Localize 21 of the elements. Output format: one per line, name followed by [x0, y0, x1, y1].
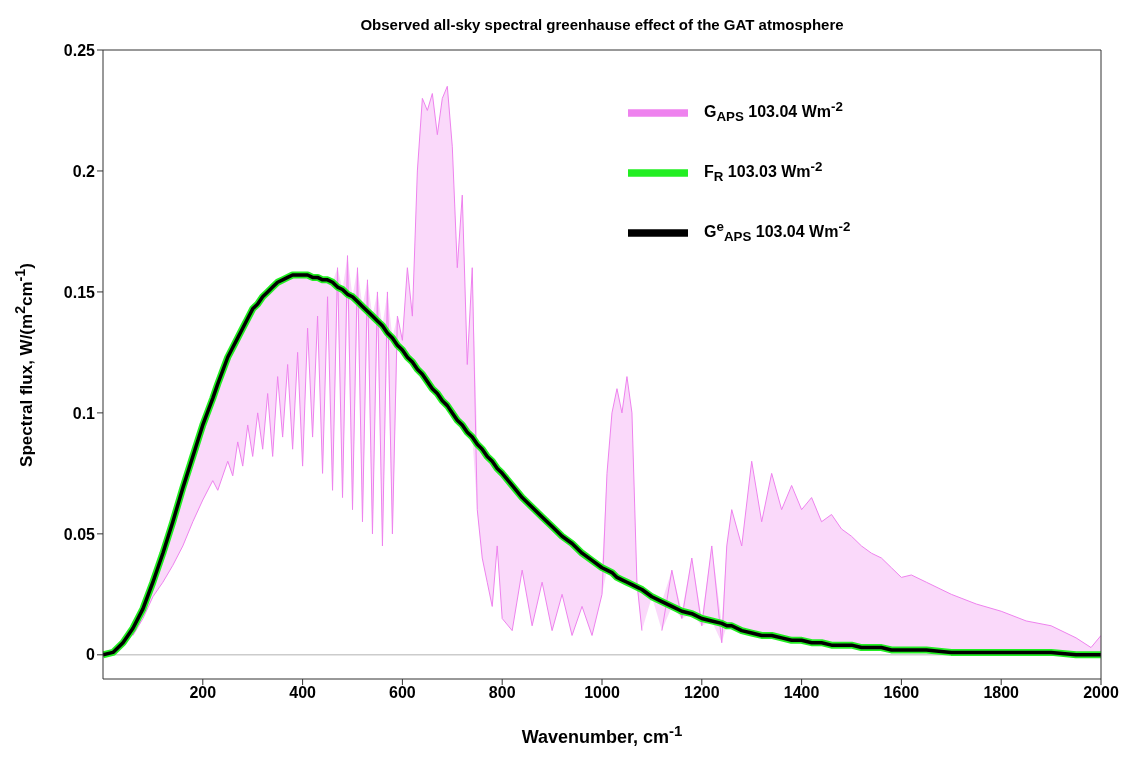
legend-label: G$^{e}$$_{APS}$ 103.04 Wm$^{-2}$: [704, 218, 851, 245]
x-axis-title: Wavenumber, cm$^{-1}$: [521, 722, 683, 747]
y-tick-label: 0.05: [63, 525, 96, 543]
x-tick-label: 1200: [684, 684, 720, 702]
y-tick-label: 0.2: [72, 162, 96, 180]
x-tick-label: 400: [289, 684, 317, 702]
x-tick-label: 1400: [783, 684, 820, 702]
x-tick-label: 800: [488, 684, 516, 702]
y-tick-label: 0: [86, 646, 96, 664]
y-tick-label: 0.15: [63, 283, 96, 301]
y-tick-label: 0.1: [72, 404, 96, 422]
x-tick-label: 600: [389, 684, 416, 702]
chart-title: Observed all-sky spectral greenhause effect of the GAT atmosphere: [360, 16, 844, 33]
legend-label: G$_{APS}$ 103.04 Wm$^{-2}$: [704, 98, 843, 125]
y-tick-label: 0.25: [63, 41, 96, 59]
legend-label: F$_{R}$ 103.03 Wm$^{-2}$: [704, 158, 823, 185]
x-tick-label: 200: [189, 684, 217, 702]
x-tick-label: 1000: [584, 684, 620, 702]
x-tick-label: 2000: [1083, 684, 1119, 702]
x-tick-label: 1800: [983, 684, 1020, 702]
x-tick-label: 1600: [883, 684, 920, 702]
